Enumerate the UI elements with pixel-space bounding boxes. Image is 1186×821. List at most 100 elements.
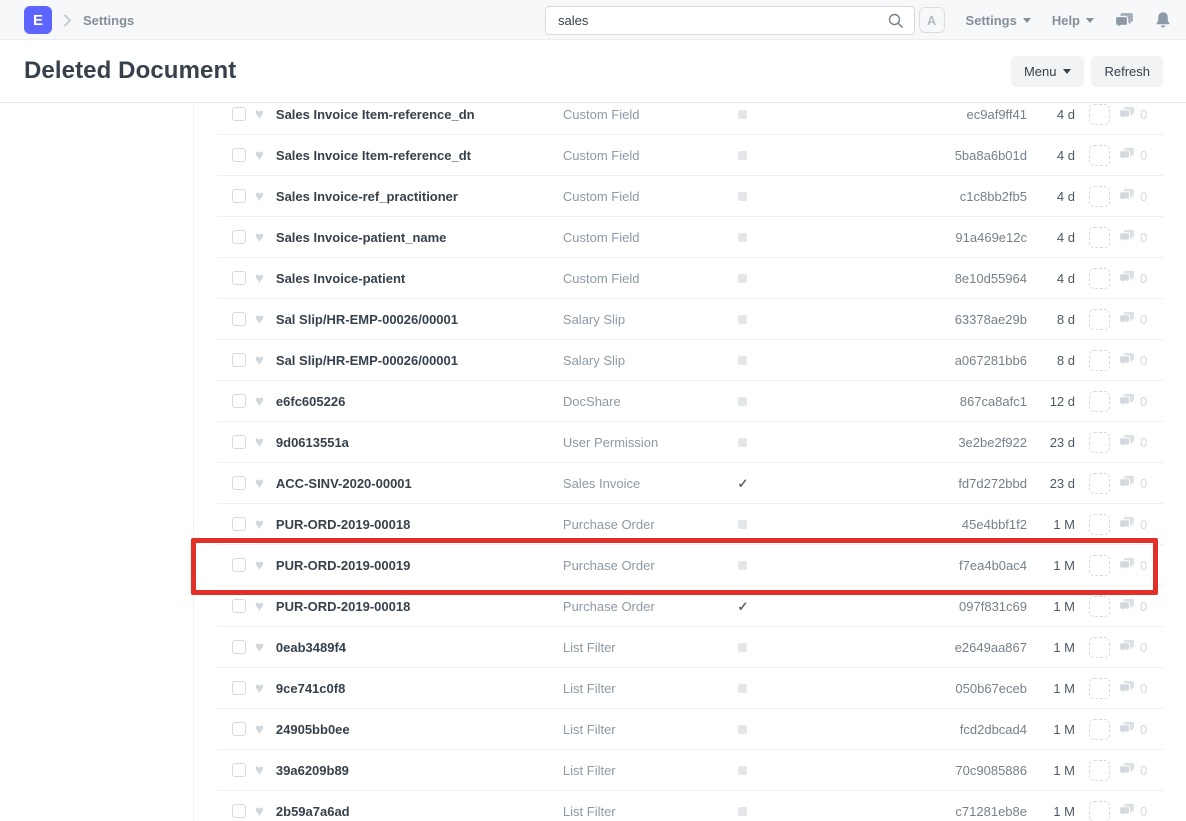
table-row[interactable]: ♥ e6fc605226 DocShare 867ca8afc1 12 d 0 xyxy=(217,381,1163,422)
table-row[interactable]: ♥ PUR-ORD-2019-00018 Purchase Order 45e4bbf… xyxy=(217,504,1163,545)
like-heart-icon[interactable]: ♥ xyxy=(255,474,264,492)
row-checkbox[interactable] xyxy=(232,353,246,367)
table-row[interactable]: ♥ Sal Slip/HR-EMP-00026/00001 Salary Slip 6… xyxy=(217,299,1163,340)
search-icon[interactable] xyxy=(888,13,904,29)
like-heart-icon[interactable]: ♥ xyxy=(255,187,264,205)
row-checkbox[interactable] xyxy=(232,189,246,203)
like-heart-icon[interactable]: ♥ xyxy=(255,351,264,369)
notifications-bell-icon[interactable] xyxy=(1155,11,1171,29)
row-checkbox[interactable] xyxy=(232,394,246,408)
assign-placeholder[interactable] xyxy=(1089,390,1110,412)
like-heart-icon[interactable]: ♥ xyxy=(255,761,264,779)
document-link[interactable]: PUR-ORD-2019-00019 xyxy=(275,557,411,573)
table-row[interactable]: ♥ ACC-SINV-2020-00001 Sales Invoice ✓ fd7d27… xyxy=(217,463,1163,504)
row-checkbox[interactable] xyxy=(232,599,246,613)
table-row[interactable]: ♥ Sal Slip/HR-EMP-00026/00001 Salary Slip a… xyxy=(217,340,1163,381)
like-heart-icon[interactable]: ♥ xyxy=(255,105,264,123)
assign-placeholder[interactable] xyxy=(1089,472,1110,494)
breadcrumb[interactable]: Settings xyxy=(83,12,135,28)
search-input[interactable] xyxy=(546,13,888,28)
table-row[interactable]: ♥ Sales Invoice Item-reference_dt Custom F… xyxy=(217,135,1163,176)
assign-placeholder[interactable] xyxy=(1089,349,1110,371)
help-dropdown[interactable]: Help xyxy=(1052,13,1094,28)
assign-placeholder[interactable] xyxy=(1089,800,1110,821)
assign-placeholder[interactable] xyxy=(1089,677,1110,699)
refresh-button[interactable]: Refresh xyxy=(1091,55,1163,87)
assign-placeholder[interactable] xyxy=(1089,226,1110,248)
document-link[interactable]: 0eab3489f4 xyxy=(275,639,347,655)
document-link[interactable]: 9d0613551a xyxy=(275,434,349,450)
row-checkbox[interactable] xyxy=(232,230,246,244)
document-link[interactable]: Sal Slip/HR-EMP-00026/00001 xyxy=(275,311,458,327)
like-heart-icon[interactable]: ♥ xyxy=(255,392,264,410)
document-link[interactable]: e6fc605226 xyxy=(275,393,346,409)
table-row[interactable]: ♥ 9ce741c0f8 List Filter 050b67eceb 1 M 0 xyxy=(217,668,1163,709)
document-link[interactable]: Sales Invoice-ref_practitioner xyxy=(275,188,458,204)
row-checkbox[interactable] xyxy=(232,640,246,654)
like-heart-icon[interactable]: ♥ xyxy=(255,720,264,738)
row-checkbox[interactable] xyxy=(232,722,246,736)
assign-placeholder[interactable] xyxy=(1089,185,1110,207)
global-search[interactable] xyxy=(545,6,915,35)
table-row[interactable]: ♥ Sales Invoice-ref_practitioner Custom Fi… xyxy=(217,176,1163,217)
row-checkbox[interactable] xyxy=(232,435,246,449)
table-row[interactable]: ♥ Sales Invoice Item-reference_dn Custom F… xyxy=(217,103,1163,135)
row-checkbox[interactable] xyxy=(232,763,246,777)
assign-placeholder[interactable] xyxy=(1089,513,1110,535)
assign-placeholder[interactable] xyxy=(1089,144,1110,166)
document-link[interactable]: 2b59a7a6ad xyxy=(275,803,350,819)
table-row[interactable]: ♥ Sales Invoice-patient_name Custom Field 9… xyxy=(217,217,1163,258)
assign-placeholder[interactable] xyxy=(1089,103,1110,125)
document-link[interactable]: Sal Slip/HR-EMP-00026/00001 xyxy=(275,352,458,368)
chat-icon[interactable] xyxy=(1115,12,1134,29)
like-heart-icon[interactable]: ♥ xyxy=(255,433,264,451)
document-link[interactable]: 24905bb0ee xyxy=(275,721,350,737)
row-checkbox[interactable] xyxy=(232,107,246,121)
table-row[interactable]: ♥ 9d0613551a User Permission 3e2be2f922 23 d… xyxy=(217,422,1163,463)
assign-placeholder[interactable] xyxy=(1089,308,1110,330)
menu-button[interactable]: Menu xyxy=(1010,55,1085,87)
like-heart-icon[interactable]: ♥ xyxy=(255,638,264,656)
document-link[interactable]: Sales Invoice-patient xyxy=(275,270,406,286)
assign-placeholder[interactable] xyxy=(1089,718,1110,740)
row-checkbox[interactable] xyxy=(232,681,246,695)
like-heart-icon[interactable]: ♥ xyxy=(255,597,264,615)
table-row[interactable]: ♥ 24905bb0ee List Filter fcd2dbcad4 1 M 0 xyxy=(217,709,1163,750)
user-avatar[interactable]: A xyxy=(918,7,945,33)
document-link[interactable]: PUR-ORD-2019-00018 xyxy=(275,598,411,614)
row-checkbox[interactable] xyxy=(232,558,246,572)
like-heart-icon[interactable]: ♥ xyxy=(255,679,264,697)
table-row[interactable]: ♥ 39a6209b89 List Filter 70c9085886 1 M 0 xyxy=(217,750,1163,791)
assign-placeholder[interactable] xyxy=(1089,554,1110,576)
row-checkbox[interactable] xyxy=(232,312,246,326)
document-link[interactable]: Sales Invoice Item-reference_dn xyxy=(275,106,475,122)
document-link[interactable]: 9ce741c0f8 xyxy=(275,680,346,696)
document-link[interactable]: PUR-ORD-2019-00018 xyxy=(275,516,411,532)
table-row[interactable]: ♥ 0eab3489f4 List Filter e2649aa867 1 M 0 xyxy=(217,627,1163,668)
like-heart-icon[interactable]: ♥ xyxy=(255,802,264,820)
assign-placeholder[interactable] xyxy=(1089,636,1110,658)
assign-placeholder[interactable] xyxy=(1089,759,1110,781)
like-heart-icon[interactable]: ♥ xyxy=(255,269,264,287)
document-link[interactable]: Sales Invoice-patient_name xyxy=(275,229,447,245)
table-row[interactable]: ♥ PUR-ORD-2019-00019 Purchase Order f7ea4b0… xyxy=(217,545,1163,586)
table-row[interactable]: ♥ PUR-ORD-2019-00018 Purchase Order ✓ 097f83… xyxy=(217,586,1163,627)
document-link[interactable]: 39a6209b89 xyxy=(275,762,349,778)
settings-dropdown[interactable]: Settings xyxy=(966,13,1031,28)
row-checkbox[interactable] xyxy=(232,271,246,285)
app-logo[interactable]: E xyxy=(24,6,52,34)
document-link[interactable]: Sales Invoice Item-reference_dt xyxy=(275,147,471,163)
like-heart-icon[interactable]: ♥ xyxy=(255,515,264,533)
row-checkbox[interactable] xyxy=(232,476,246,490)
assign-placeholder[interactable] xyxy=(1089,267,1110,289)
document-link[interactable]: ACC-SINV-2020-00001 xyxy=(275,475,412,491)
assign-placeholder[interactable] xyxy=(1089,595,1110,617)
like-heart-icon[interactable]: ♥ xyxy=(255,310,264,328)
like-heart-icon[interactable]: ♥ xyxy=(255,146,264,164)
assign-placeholder[interactable] xyxy=(1089,431,1110,453)
row-checkbox[interactable] xyxy=(232,804,246,818)
row-checkbox[interactable] xyxy=(232,517,246,531)
table-row[interactable]: ♥ 2b59a7a6ad List Filter c71281eb8e 1 M 0 xyxy=(217,791,1163,821)
like-heart-icon[interactable]: ♥ xyxy=(255,228,264,246)
table-row[interactable]: ♥ Sales Invoice-patient Custom Field 8e10d5… xyxy=(217,258,1163,299)
